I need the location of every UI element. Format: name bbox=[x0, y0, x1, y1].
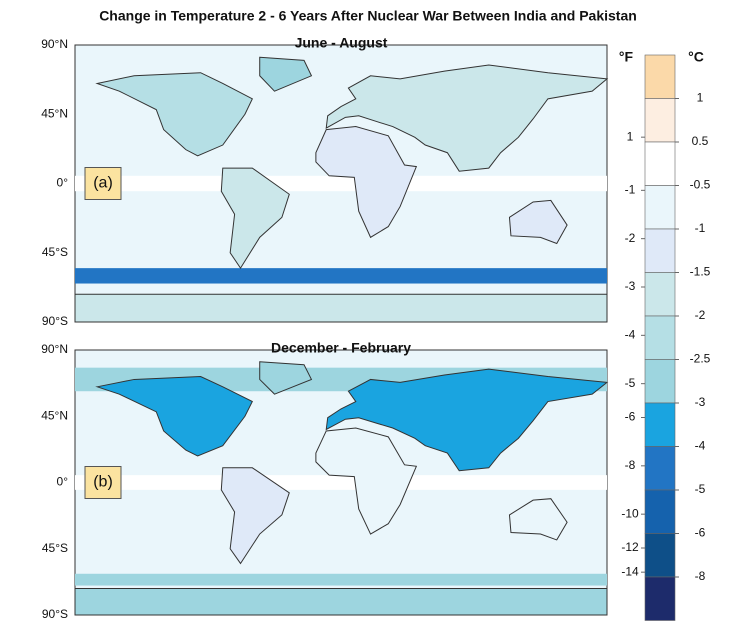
celsius-tick-label: -2 bbox=[695, 308, 706, 322]
fahrenheit-tick-label: 1 bbox=[627, 129, 634, 143]
land bbox=[220, 167, 290, 270]
latitude-label: 90°N bbox=[41, 37, 68, 51]
latitude-label: 90°S bbox=[42, 314, 68, 328]
latitude-label: 45°N bbox=[41, 408, 68, 422]
celsius-tick-label: -5 bbox=[695, 482, 706, 496]
map-panel bbox=[74, 349, 609, 616]
celsius-tick-label: 1 bbox=[697, 91, 704, 105]
fahrenheit-tick-label: -4 bbox=[625, 328, 636, 342]
celsius-tick-label: -0.5 bbox=[690, 178, 711, 192]
fahrenheit-tick-label: -10 bbox=[621, 506, 639, 520]
latitude-label: 45°S bbox=[42, 541, 68, 555]
fahrenheit-tick-label: -2 bbox=[625, 231, 636, 245]
latitude-label: 0° bbox=[57, 176, 69, 190]
panel-title: June - August bbox=[295, 35, 388, 51]
fahrenheit-tick-label: -5 bbox=[625, 376, 636, 390]
celsius-tick-label: -1 bbox=[695, 221, 706, 235]
celsius-tick-label: -8 bbox=[695, 569, 706, 583]
land bbox=[259, 56, 313, 92]
latitude-label: 45°N bbox=[41, 106, 68, 120]
land bbox=[315, 126, 418, 239]
celsius-tick-label: -6 bbox=[695, 526, 706, 540]
latitude-label: 90°S bbox=[42, 607, 68, 621]
band-cold bbox=[75, 268, 607, 284]
colorbar-segment bbox=[644, 533, 676, 578]
colorbar-segment bbox=[644, 489, 676, 534]
panel-label: (b) bbox=[93, 474, 113, 491]
panel-label: (a) bbox=[93, 175, 113, 192]
land bbox=[325, 368, 609, 472]
colorbar-segment bbox=[644, 228, 676, 273]
fahrenheit-tick-label: -3 bbox=[625, 279, 636, 293]
celsius-tick-label: 0.5 bbox=[692, 134, 709, 148]
colorbar-segment bbox=[644, 576, 676, 621]
fahrenheit-unit: °F bbox=[619, 49, 634, 65]
land bbox=[95, 375, 254, 457]
land bbox=[220, 467, 290, 565]
land bbox=[325, 64, 609, 172]
map-panel bbox=[74, 44, 609, 323]
celsius-unit: °C bbox=[688, 49, 704, 65]
colorbar-segment bbox=[644, 359, 676, 404]
celsius-tick-label: -4 bbox=[695, 439, 706, 453]
colorbar-segment bbox=[644, 141, 676, 186]
land bbox=[508, 199, 568, 245]
fahrenheit-tick-label: -6 bbox=[625, 410, 636, 424]
latitude-label: 0° bbox=[57, 475, 69, 489]
fahrenheit-tick-label: -8 bbox=[625, 458, 636, 472]
colorbar-segment bbox=[644, 446, 676, 491]
celsius-tick-label: -3 bbox=[695, 395, 706, 409]
land bbox=[95, 72, 253, 157]
colorbar-segment bbox=[644, 98, 676, 143]
label-box bbox=[84, 466, 122, 499]
celsius-tick-label: -2.5 bbox=[690, 352, 711, 366]
fahrenheit-tick-label: -1 bbox=[625, 183, 636, 197]
panel-title: December - February bbox=[271, 340, 411, 356]
band-cold bbox=[75, 573, 607, 586]
fahrenheit-tick-label: -12 bbox=[621, 540, 639, 554]
colorbar-segment bbox=[644, 402, 676, 447]
colorbar-segment bbox=[644, 272, 676, 317]
colorbar-segment bbox=[644, 315, 676, 360]
colorbar-segment bbox=[644, 54, 676, 99]
latitude-label: 45°S bbox=[42, 245, 68, 259]
fahrenheit-tick-label: -14 bbox=[621, 564, 639, 578]
label-box bbox=[84, 167, 122, 200]
land bbox=[74, 293, 608, 323]
land bbox=[74, 588, 608, 616]
celsius-tick-label: -1.5 bbox=[690, 265, 711, 279]
band-white bbox=[75, 175, 607, 192]
colorbar-segment bbox=[644, 185, 676, 230]
band-white bbox=[75, 475, 607, 490]
land bbox=[315, 427, 418, 535]
latitude-label: 90°N bbox=[41, 342, 68, 356]
land bbox=[508, 498, 568, 541]
land bbox=[259, 361, 313, 395]
figure-title: Change in Temperature 2 - 6 Years After … bbox=[99, 8, 637, 24]
